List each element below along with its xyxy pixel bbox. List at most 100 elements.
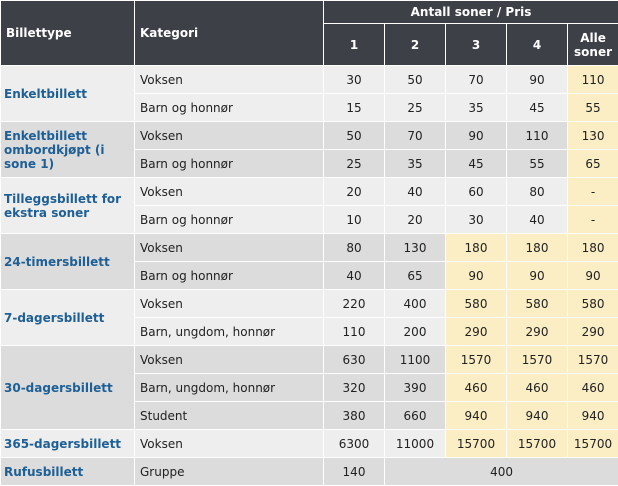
price-zone-3: 90 [445, 121, 507, 150]
price-zone-3: 35 [445, 93, 507, 122]
ticket-type: 7-dagersbillett [0, 289, 135, 346]
price-zone-4: 55 [506, 149, 568, 178]
price-zone-4: 460 [506, 373, 568, 402]
price-zone-2: 390 [384, 373, 446, 402]
table-row: 365-dagersbillett Voksen 6300 11000 1570… [0, 429, 618, 458]
table-row: Barn og honnør 15 25 35 45 55 [1, 93, 618, 122]
table-row: Enkeltbillett ombordkjøpt (i sone 1) Vok… [0, 121, 618, 178]
ticket-type: 30-dagersbillett [0, 345, 135, 430]
price-all-zones: 180 [566, 233, 618, 262]
price-zone-2: 200 [384, 317, 446, 346]
header-alle-line2: soner [574, 44, 613, 59]
header-zone-3: 3 [445, 23, 507, 66]
category-cell: Barn og honnør [134, 149, 324, 178]
group-30-dagersbillett: 30-dagersbillett Voksen 630 1100 1570 15… [0, 345, 618, 430]
header-kategori: Kategori [134, 0, 324, 66]
price-zone-3: 60 [445, 177, 507, 206]
ticket-type: 24-timersbillett [0, 233, 135, 290]
price-zone-3: 940 [445, 401, 507, 430]
price-zone-4: 40 [506, 205, 568, 234]
price-zone-3: 180 [445, 233, 507, 262]
price-all-zones: 65 [566, 149, 618, 178]
price-zones-2-to-all: 400 [383, 457, 618, 486]
price-zone-4: 110 [506, 121, 568, 150]
category-cell: Voksen [134, 429, 324, 458]
ticket-type: Enkeltbillett ombordkjøpt (i sone 1) [0, 121, 135, 178]
table-row: 30-dagersbillett Voksen 630 1100 1570 15… [0, 345, 618, 430]
price-zone-1: 6300 [323, 429, 385, 458]
category-cell: Barn og honnør [134, 93, 324, 122]
price-zone-3: 460 [445, 373, 507, 402]
category-cell: Voksen [134, 345, 324, 374]
ticket-type: Rufusbillett [0, 457, 135, 486]
category-cell: Voksen [134, 233, 324, 262]
price-zone-1: 80 [323, 233, 385, 262]
table-row: Tilleggsbillett for ekstra soner Voksen … [0, 177, 618, 234]
price-all-zones: 580 [566, 289, 618, 318]
price-zone-3: 15700 [445, 429, 507, 458]
price-zone-1: 25 [323, 149, 385, 178]
price-zone-2: 50 [384, 65, 446, 94]
category-cell: Barn, ungdom, honnør [134, 317, 324, 346]
price-zone-3: 45 [445, 149, 507, 178]
price-zone-1: 15 [323, 93, 385, 122]
price-zone-4: 45 [506, 93, 568, 122]
price-zone-1: 50 [323, 121, 385, 150]
price-zone-1: 630 [323, 345, 385, 374]
price-all-zones: 130 [566, 121, 618, 150]
group-365-dagersbillett: 365-dagersbillett Voksen 6300 11000 1570… [0, 429, 618, 458]
category-cell: Voksen [134, 177, 324, 206]
price-zone-4: 90 [506, 261, 568, 290]
price-zone-3: 70 [445, 65, 507, 94]
table-row: Barn, ungdom, honnør 110 200 290 290 290 [1, 317, 618, 346]
price-zone-1: 220 [323, 289, 385, 318]
price-zone-2: 1100 [384, 345, 446, 374]
price-zone-1: 40 [323, 261, 385, 290]
price-zone-4: 180 [506, 233, 568, 262]
header-alle-soner: Alle soner [566, 23, 618, 66]
price-all-zones: 110 [566, 65, 618, 94]
category-cell: Voksen [134, 289, 324, 318]
price-zone-2: 35 [384, 149, 446, 178]
price-zone-1: 30 [323, 65, 385, 94]
header-alle-line1: Alle [580, 30, 606, 45]
price-zone-1: 110 [323, 317, 385, 346]
price-all-zones: - [566, 177, 618, 206]
header-zone-4: 4 [506, 23, 568, 66]
table-row: 24-timersbillett Voksen 80 130 180 180 1… [0, 233, 618, 290]
price-zone-2: 65 [384, 261, 446, 290]
price-zone-3: 580 [445, 289, 507, 318]
ticket-type: Enkeltbillett [0, 65, 135, 122]
price-zone-4: 80 [506, 177, 568, 206]
price-zone-4: 90 [506, 65, 568, 94]
category-cell: Barn, ungdom, honnør [134, 373, 324, 402]
price-zone-2: 25 [384, 93, 446, 122]
group-rufusbillett: Rufusbillett Gruppe 140 400 [0, 457, 618, 486]
price-all-zones: 55 [566, 93, 618, 122]
price-zone-1: 140 [323, 457, 385, 486]
table-row: Barn og honnør 40 65 90 90 90 [1, 261, 618, 290]
price-zone-2: 70 [384, 121, 446, 150]
group-7-dagersbillett: 7-dagersbillett Voksen 220 400 580 580 5… [0, 289, 618, 346]
price-zone-1: 380 [323, 401, 385, 430]
price-all-zones: 940 [566, 401, 618, 430]
table-row: Barn og honnør 25 35 45 55 65 [1, 149, 618, 178]
price-zone-4: 940 [506, 401, 568, 430]
price-zone-3: 30 [445, 205, 507, 234]
table-row: Enkeltbillett Voksen 30 50 70 90 110 [0, 65, 618, 122]
price-zone-2: 400 [384, 289, 446, 318]
price-zone-2: 20 [384, 205, 446, 234]
price-zone-3: 90 [445, 261, 507, 290]
price-zone-4: 580 [506, 289, 568, 318]
price-zone-2: 40 [384, 177, 446, 206]
category-cell: Voksen [134, 121, 324, 150]
price-zone-2: 660 [384, 401, 446, 430]
group-enkeltbillett: Enkeltbillett Voksen 30 50 70 90 110 Bar… [0, 65, 618, 122]
price-zone-4: 15700 [506, 429, 568, 458]
price-zone-3: 1570 [445, 345, 507, 374]
ticket-type: Tilleggsbillett for ekstra soner [0, 177, 135, 234]
price-zone-2: 11000 [384, 429, 446, 458]
ticket-type: 365-dagersbillett [0, 429, 135, 458]
category-cell: Voksen [134, 65, 324, 94]
